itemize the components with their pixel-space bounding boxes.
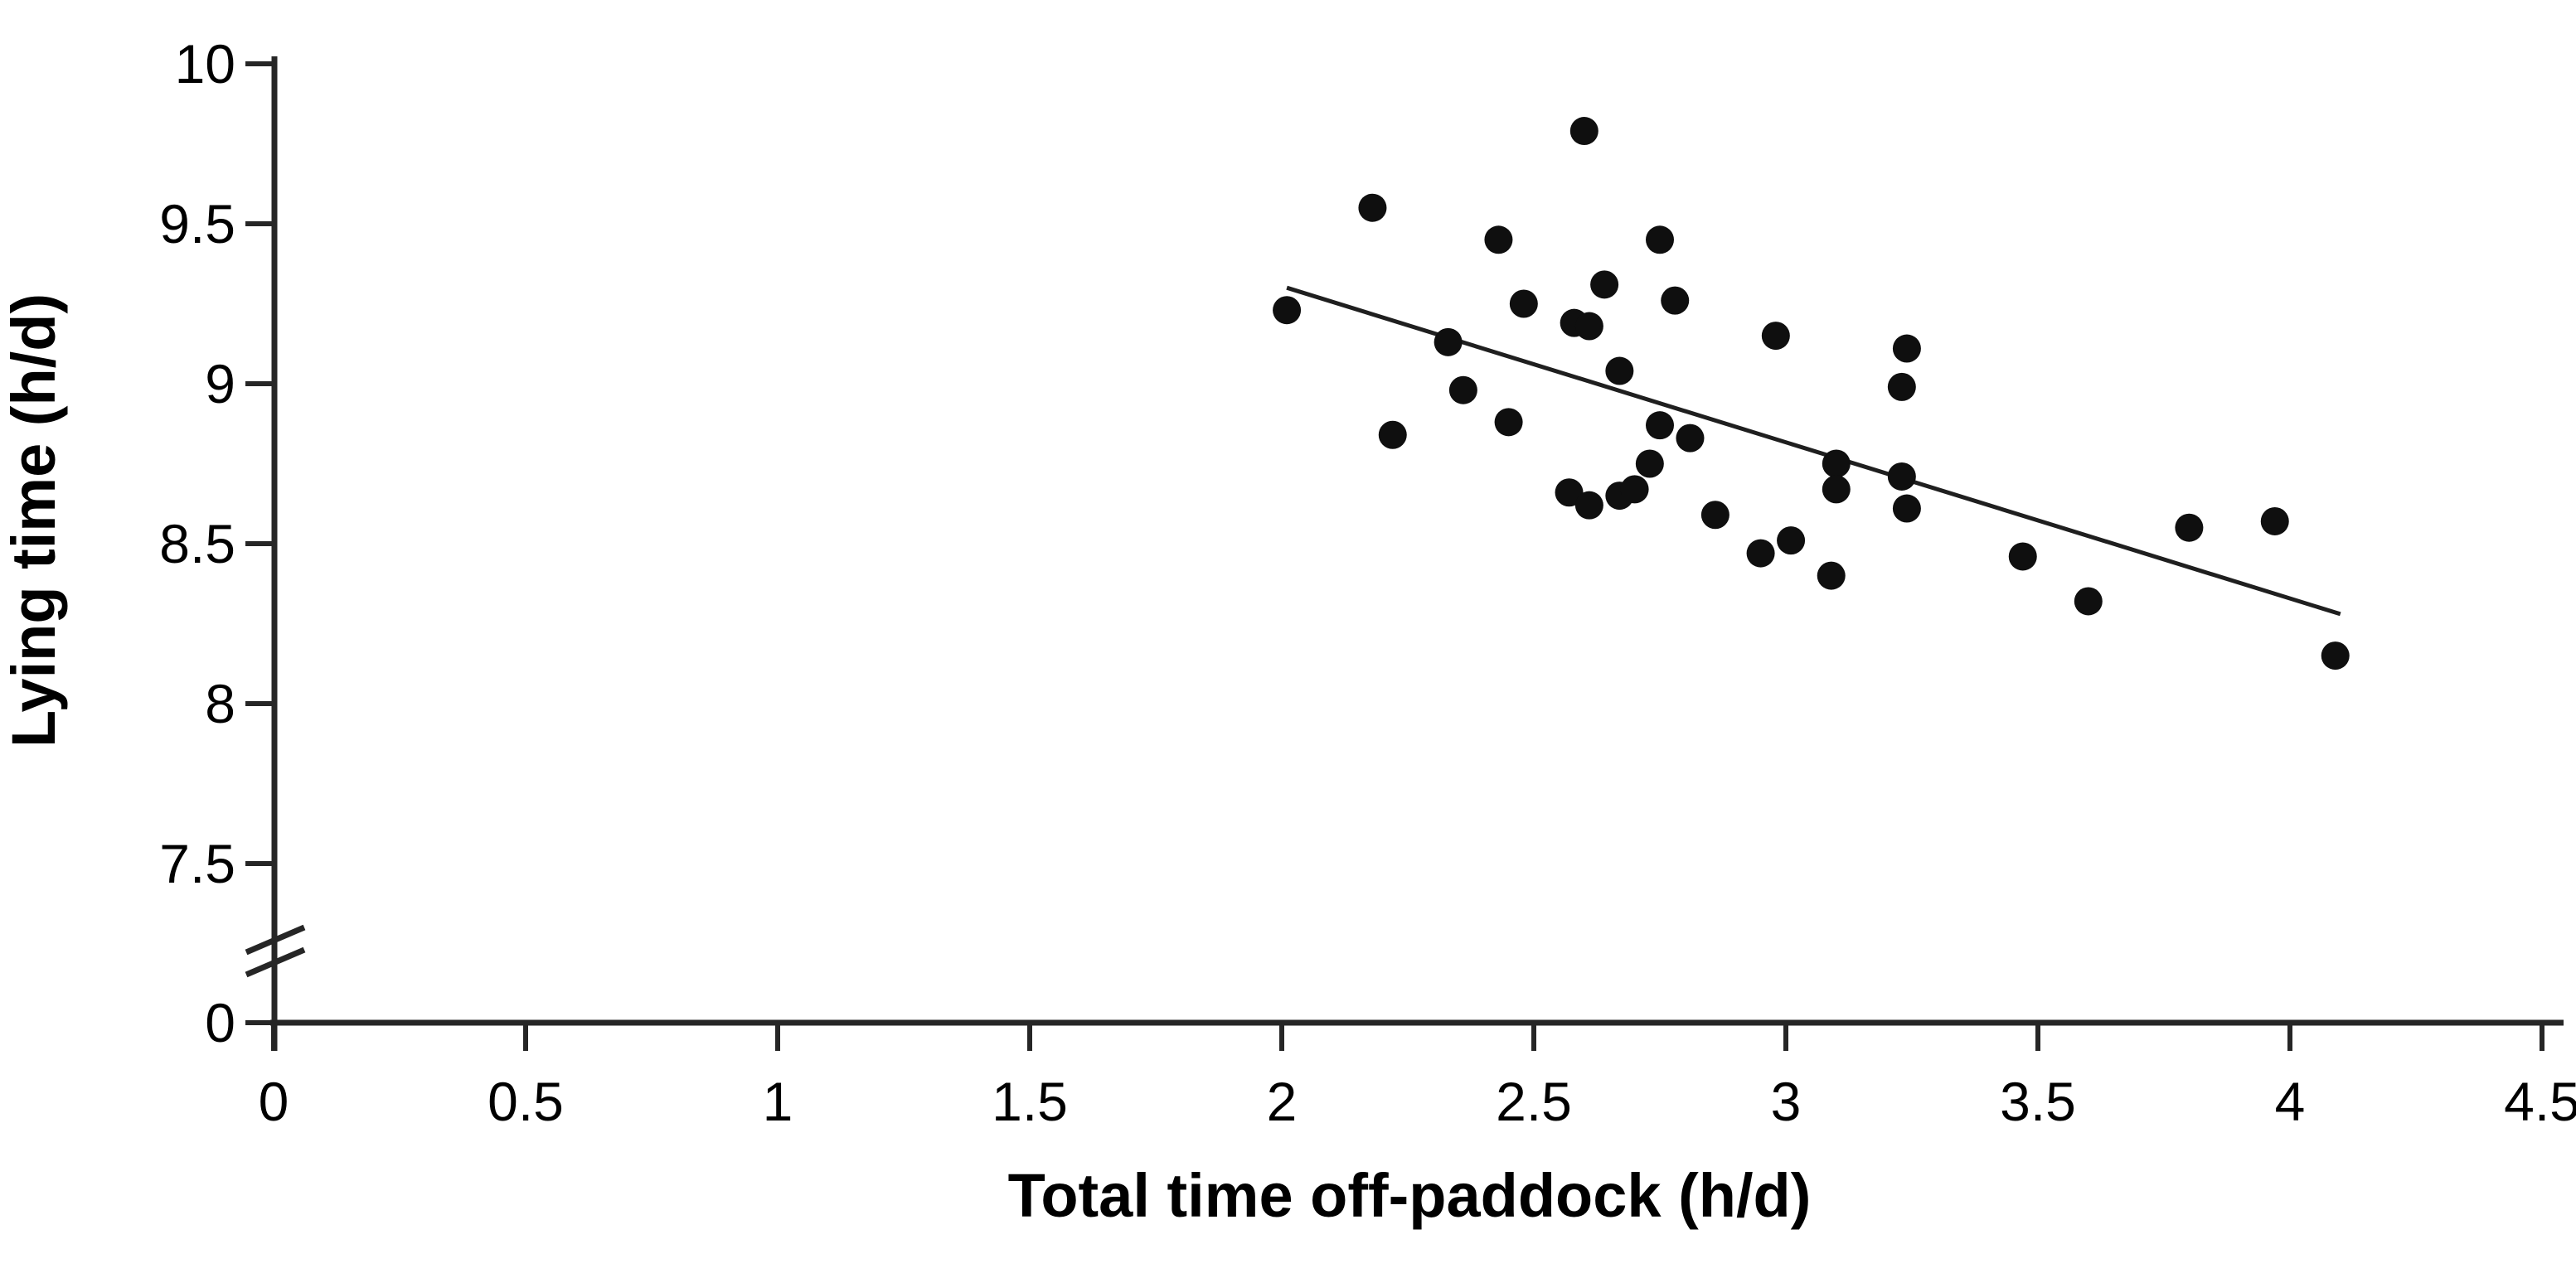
y-axis-title: Lying time (h/d)	[0, 293, 68, 748]
data-point	[2008, 542, 2037, 571]
data-point	[1605, 356, 1634, 385]
trend-line-group	[1286, 285, 2341, 617]
data-point	[1509, 289, 1538, 318]
data-point	[1892, 494, 1921, 523]
data-point	[1574, 491, 1603, 520]
x-tick-label: 0.5	[488, 1071, 564, 1132]
x-tick-label: 0	[259, 1071, 289, 1132]
data-point	[1761, 322, 1790, 351]
data-point	[1646, 225, 1674, 254]
y-axis-break-icon	[245, 924, 306, 978]
data-point	[1434, 327, 1463, 356]
x-tick-label: 2.5	[1496, 1071, 1572, 1132]
data-point	[1661, 286, 1690, 315]
data-point	[1555, 478, 1584, 507]
x-tick-label: 1.5	[992, 1071, 1068, 1132]
data-point	[1273, 296, 1302, 325]
y-tick-label: 7.5	[159, 833, 235, 894]
data-point	[1676, 424, 1705, 453]
x-tick-label: 2	[1267, 1071, 1298, 1132]
y-tick-label: 0	[205, 992, 235, 1053]
y-axis-ticks: 10 9.5 9 8.5 8 7.5 0	[159, 33, 274, 1053]
data-point	[1822, 449, 1851, 478]
data-point	[1646, 411, 1674, 440]
data-point	[1620, 475, 1649, 504]
trend-line	[1286, 285, 2341, 617]
data-point	[1378, 420, 1407, 449]
y-tick-label: 9	[205, 353, 235, 414]
data-point	[1574, 312, 1603, 341]
data-point	[2321, 641, 2350, 670]
data-point	[1822, 475, 1851, 504]
data-points-group	[1273, 117, 2350, 670]
y-tick-label: 9.5	[159, 193, 235, 254]
x-axis-title: Total time off-paddock (h/d)	[1008, 1161, 1812, 1230]
data-point	[1494, 408, 1523, 437]
data-point	[1569, 117, 1598, 146]
x-tick-label: 3	[1771, 1071, 1802, 1132]
x-tick-label: 4	[2275, 1071, 2306, 1132]
x-tick-label: 3.5	[2000, 1071, 2076, 1132]
data-point	[2074, 587, 2103, 616]
data-point	[1358, 193, 1387, 222]
data-point	[2175, 513, 2204, 542]
data-point	[1892, 334, 1921, 363]
data-point	[2260, 506, 2289, 535]
data-point	[1635, 449, 1664, 478]
data-point	[1484, 225, 1513, 254]
data-point	[1590, 270, 1619, 299]
y-tick-label: 8.5	[159, 513, 235, 574]
data-point	[1887, 372, 1916, 401]
x-tick-label: 1	[763, 1071, 793, 1132]
data-point	[1746, 539, 1775, 568]
data-point	[1887, 462, 1916, 491]
y-tick-label: 10	[175, 33, 235, 94]
data-point	[1817, 561, 1846, 590]
x-axis-ticks: 0 0.5 1 1.5 2 2.5 3 3.5 4 4.5	[259, 1023, 2576, 1132]
y-tick-label: 8	[205, 673, 235, 734]
data-point	[1777, 526, 1806, 555]
data-point	[1700, 501, 1729, 530]
x-tick-label: 4.5	[2504, 1071, 2576, 1132]
data-point	[1448, 375, 1477, 404]
